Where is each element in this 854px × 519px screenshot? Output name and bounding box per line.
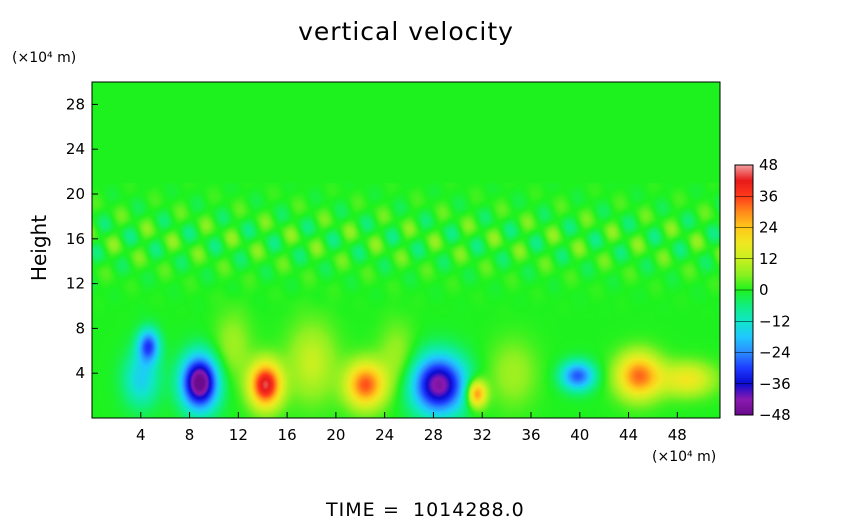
y-tick-label: 8 xyxy=(75,319,85,337)
x-tick-label: 48 xyxy=(668,426,687,444)
colorbar-tick-label: 36 xyxy=(759,187,778,205)
heatmap-image xyxy=(92,82,720,418)
x-tick-label: 40 xyxy=(570,426,589,444)
time-label: TIME xyxy=(325,499,376,519)
colorbar-tick-label: 24 xyxy=(759,219,778,237)
x-tick-label: 8 xyxy=(185,426,195,444)
time-readout: TIME = 1014288.0 xyxy=(325,499,525,519)
x-tick-label: 24 xyxy=(375,426,394,444)
x-tick-label: 28 xyxy=(424,426,443,444)
y-axis-unit: (×10⁴ m) xyxy=(12,50,76,66)
colorbar-tick-label: 48 xyxy=(759,156,778,174)
y-tick-label: 16 xyxy=(66,230,85,248)
colorbar-ticks: 48 36 24 12 0 −12 −24 −36 −48 xyxy=(735,156,791,424)
y-axis-ticks: 4 8 12 16 20 24 28 xyxy=(66,95,98,382)
y-axis-label: Height xyxy=(27,215,51,281)
y-tick-label: 4 xyxy=(75,364,85,382)
y-tick-label: 12 xyxy=(66,275,85,293)
time-equals: = xyxy=(383,499,400,519)
heatmap-field xyxy=(92,82,720,418)
x-tick-label: 12 xyxy=(229,426,248,444)
plot-frame xyxy=(91,81,721,419)
colorbar-tick-label: −36 xyxy=(759,375,791,393)
x-tick-label: 4 xyxy=(136,426,146,444)
colorbar-tick-label: 0 xyxy=(759,281,769,299)
colorbar-tick-label: 12 xyxy=(759,250,778,268)
x-axis-ticks: 4 8 12 16 20 24 28 32 36 40 44 48 xyxy=(136,412,687,444)
x-tick-label: 36 xyxy=(521,426,540,444)
chart-title: vertical velocity xyxy=(298,17,514,46)
x-axis-unit: (×10⁴ m) xyxy=(652,449,716,465)
x-tick-label: 16 xyxy=(278,426,297,444)
x-tick-label: 20 xyxy=(326,426,345,444)
x-tick-label: 32 xyxy=(473,426,492,444)
x-tick-label: 44 xyxy=(619,426,638,444)
colorbar-tick-label: −24 xyxy=(759,344,791,362)
colorbar-tick-label: −12 xyxy=(759,312,791,330)
y-tick-label: 24 xyxy=(66,140,85,158)
y-tick-label: 28 xyxy=(66,95,85,113)
y-tick-label: 20 xyxy=(66,185,85,203)
colorbar-tick-label: −48 xyxy=(759,406,791,424)
time-value: 1014288.0 xyxy=(413,499,525,519)
